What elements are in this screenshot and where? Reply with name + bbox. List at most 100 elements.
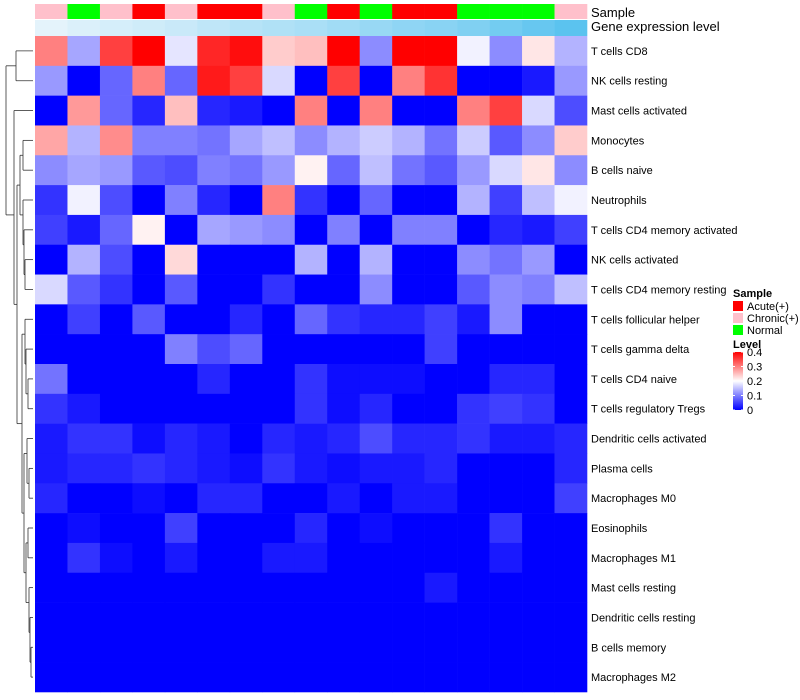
heatmap-cell: [522, 185, 555, 216]
heatmap-cell: [392, 662, 425, 693]
heatmap-cell: [359, 185, 393, 216]
heatmap-cell: [294, 662, 328, 693]
heatmap-cell: [132, 214, 166, 246]
heatmap-cell: [522, 244, 555, 275]
heatmap-cell: [164, 125, 198, 156]
sample-annotation-cell: [522, 4, 555, 19]
level-colorbar: [733, 352, 743, 410]
heatmap-cell: [392, 95, 425, 126]
heatmap-cell: [392, 65, 425, 96]
heatmap-cell: [229, 453, 263, 484]
heatmap-cell: [99, 602, 133, 633]
heatmap-cell: [229, 214, 263, 246]
heatmap-cell: [197, 423, 231, 454]
heatmap-cell: [35, 513, 68, 544]
heatmap-cell: [164, 65, 198, 96]
heatmap-cell: [457, 244, 490, 275]
heatmap-cell: [262, 304, 296, 335]
heatmap-cell: [424, 483, 458, 514]
heatmap-cell: [294, 393, 328, 424]
heatmap-cell: [197, 65, 231, 96]
heatmap-cell: [392, 542, 425, 574]
heatmap-cell: [359, 274, 393, 305]
heatmap-cell: [132, 632, 166, 663]
heatmap-cell: [35, 662, 68, 693]
heatmap-cell: [229, 483, 263, 514]
heatmap-cell: [35, 393, 68, 424]
heatmap-cell: [457, 36, 490, 67]
heatmap-cell: [294, 125, 328, 156]
heatmap-cell: [262, 513, 296, 544]
heatmap-cell: [197, 95, 231, 126]
legend-label-acute: Acute(+): [747, 301, 789, 313]
legend-label-normal: Normal: [747, 325, 782, 337]
annotation-label-sample: Sample: [591, 5, 635, 20]
heatmap-cell: [554, 453, 588, 484]
heatmap-cell: [554, 274, 588, 305]
heatmap-cell: [67, 662, 101, 693]
heatmap-cell: [164, 155, 198, 186]
heatmap-cell: [164, 364, 198, 395]
sample-annotation-cell: [67, 4, 101, 19]
heatmap-cell: [359, 632, 393, 663]
heatmap-cell: [229, 423, 263, 454]
heatmap-cell: [457, 65, 490, 96]
heatmap-cell: [457, 572, 490, 603]
heatmap-cell: [262, 95, 296, 126]
heatmap-cell: [67, 483, 101, 514]
level-tick-label: 0.1: [747, 391, 762, 403]
heatmap-cell: [457, 393, 490, 424]
expression-annotation-cell: [67, 20, 101, 36]
heatmap-cell: [35, 632, 68, 663]
heatmap-cell: [132, 65, 166, 96]
heatmap-cell: [99, 185, 133, 216]
heatmap-cell: [262, 453, 296, 484]
heatmap-cell: [424, 65, 458, 96]
heatmap-cell: [457, 483, 490, 514]
heatmap-cell: [489, 423, 523, 454]
heatmap-cell: [359, 214, 393, 246]
heatmap-cell: [489, 453, 523, 484]
heatmap-cell: [67, 393, 101, 424]
heatmap-cell: [489, 155, 523, 186]
heatmap-cell: [35, 95, 68, 126]
heatmap-cell: [164, 542, 198, 574]
heatmap-cell: [392, 572, 425, 603]
heatmap-cell: [489, 185, 523, 216]
heatmap-cell: [67, 95, 101, 126]
legend-swatch-acute: [733, 301, 743, 311]
heatmap-cell: [522, 393, 555, 424]
heatmap-cell: [457, 423, 490, 454]
heatmap-cell: [132, 483, 166, 514]
heatmap-cell: [457, 125, 490, 156]
heatmap-cell: [229, 542, 263, 574]
sample-annotation-cell: [35, 4, 68, 19]
heatmap-cell: [294, 423, 328, 454]
heatmap-cell: [67, 185, 101, 216]
sample-annotation-cell: [229, 4, 263, 19]
heatmap-cell: [67, 542, 101, 574]
heatmap-cell: [132, 95, 166, 126]
heatmap-cell: [35, 572, 68, 603]
heatmap-cell: [164, 632, 198, 663]
heatmap-cell: [35, 65, 68, 96]
heatmap-cell: [457, 274, 490, 305]
heatmap-cell: [229, 632, 263, 663]
heatmap-cell: [294, 334, 328, 365]
heatmap-cell: [294, 542, 328, 574]
heatmap-cell: [229, 155, 263, 186]
expression-annotation-cell: [522, 20, 555, 36]
heatmap-cell: [424, 125, 458, 156]
heatmap-cell: [67, 632, 101, 663]
heatmap-cell: [67, 155, 101, 186]
heatmap-cell: [132, 334, 166, 365]
expression-annotation-cell: [489, 20, 523, 36]
level-tick-label: 0.2: [747, 376, 762, 388]
heatmap-cell: [229, 364, 263, 395]
heatmap-cell: [489, 483, 523, 514]
heatmap-cell: [132, 274, 166, 305]
heatmap-cell: [522, 155, 555, 186]
heatmap-cell: [164, 274, 198, 305]
heatmap-cell: [554, 542, 588, 574]
heatmap-cell: [457, 602, 490, 633]
